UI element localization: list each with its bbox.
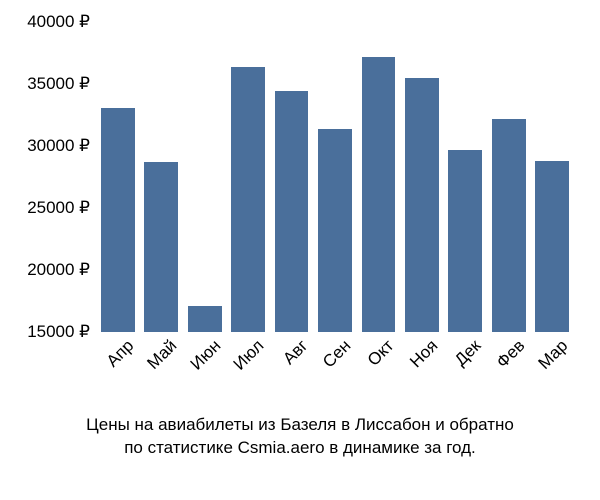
- y-tick-label: 15000 ₽: [27, 322, 96, 342]
- y-tick-label: 40000 ₽: [27, 12, 96, 32]
- chart-container: 15000 ₽ 20000 ₽ 25000 ₽ 30000 ₽ 35000 ₽ 40000…: [0, 0, 600, 500]
- bar: [318, 129, 352, 332]
- grid-line: [96, 332, 574, 333]
- bar: [231, 67, 265, 332]
- grid-line: [96, 22, 574, 23]
- y-tick-label: 25000 ₽: [27, 198, 96, 218]
- bar: [448, 150, 482, 332]
- grid-line: [96, 84, 574, 85]
- bar: [535, 161, 569, 332]
- bar: [362, 57, 396, 332]
- plot-area: 15000 ₽20000 ₽25000 ₽30000 ₽35000 ₽40000…: [96, 22, 574, 332]
- caption-line: по статистике Csmia.aero в динамике за г…: [0, 437, 600, 460]
- y-tick-label: 35000 ₽: [27, 74, 96, 94]
- bar: [188, 306, 222, 332]
- bar: [275, 91, 309, 332]
- y-tick-label: 20000 ₽: [27, 260, 96, 280]
- caption-line: Цены на авиабилеты из Базеля в Лиссабон …: [0, 414, 600, 437]
- chart-caption: Цены на авиабилеты из Базеля в Лиссабон …: [0, 414, 600, 460]
- y-tick-label: 30000 ₽: [27, 136, 96, 156]
- bar: [405, 78, 439, 332]
- bar: [492, 119, 526, 332]
- bar: [144, 162, 178, 332]
- bar: [101, 108, 135, 332]
